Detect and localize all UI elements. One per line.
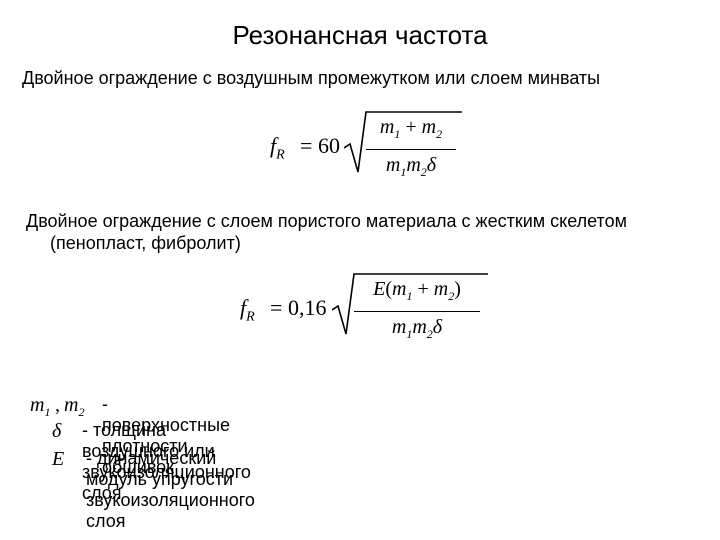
f2-coef: 0,16 xyxy=(288,295,327,321)
f2-numerator: E(m1 + m2) xyxy=(354,276,480,309)
f1-radical: m1 + m2 m1m2δ xyxy=(344,106,464,176)
legend-m1-sub: 1 xyxy=(44,405,50,419)
f2-eq: = xyxy=(270,295,282,321)
f2-plus: + xyxy=(417,278,428,300)
legend-comma: , xyxy=(55,394,60,417)
legend-m1-var: m xyxy=(30,394,44,416)
paragraph-1: Двойное ограждение с воздушным промежутк… xyxy=(22,68,600,89)
para2-line1: Двойное ограждение с слоем пористого мат… xyxy=(26,211,627,231)
f1-denominator: m1m2δ xyxy=(366,152,456,185)
formula-1: fR = 60 m1 + m2 m1m2δ xyxy=(270,106,470,186)
f1-num-s1: 1 xyxy=(394,127,400,141)
legend-E: E xyxy=(52,448,64,471)
legend-m2-var: m xyxy=(64,394,78,416)
slide: Резонансная частота Двойное ограждение с… xyxy=(0,0,720,540)
f1-sub: R xyxy=(276,147,285,162)
f2-lhs: fR xyxy=(240,295,255,325)
f1-fraction-bar xyxy=(366,149,456,150)
legend-m2: m2 xyxy=(64,394,84,420)
f1-delta: δ xyxy=(427,154,436,176)
f1-plus: + xyxy=(405,116,416,138)
f2-den-m2: m xyxy=(412,316,426,338)
f2-num-m1: m xyxy=(392,278,406,300)
f2-sub: R xyxy=(246,309,255,324)
f2-fraction: E(m1 + m2) m1m2δ xyxy=(354,276,480,347)
f1-eq: = xyxy=(300,133,312,159)
f2-denominator: m1m2δ xyxy=(354,314,480,347)
f1-lhs: fR xyxy=(270,133,285,163)
f1-numerator: m1 + m2 xyxy=(366,114,456,147)
f2-fraction-bar xyxy=(354,311,480,312)
f1-den-m2: m xyxy=(406,154,420,176)
page-title: Резонансная частота xyxy=(0,20,720,51)
legend-text-3: - динамический модуль упругости звукоизо… xyxy=(86,448,255,532)
f1-coef: 60 xyxy=(318,133,340,159)
para2-line2: (пенопласт, фибролит) xyxy=(50,232,627,254)
f1-fraction: m1 + m2 m1m2δ xyxy=(366,114,456,185)
f1-num-m2: m xyxy=(422,116,436,138)
f1-den-m1: m xyxy=(386,154,400,176)
f2-num-s1: 1 xyxy=(406,289,412,303)
f2-E: E xyxy=(373,278,385,300)
f1-num-m1: m xyxy=(380,116,394,138)
legend-delta: δ xyxy=(52,420,61,443)
paragraph-2: Двойное ограждение с слоем пористого мат… xyxy=(26,210,627,254)
formula-2: fR = 0,16 E(m1 + m2) m1m2δ xyxy=(240,268,500,348)
f1-num-s2: 2 xyxy=(436,127,442,141)
f2-den-m1: m xyxy=(392,316,406,338)
f2-delta: δ xyxy=(433,316,442,338)
f2-radical: E(m1 + m2) m1m2δ xyxy=(332,268,492,338)
f2-rparen: ) xyxy=(454,278,461,300)
legend-m2-sub: 2 xyxy=(78,405,84,419)
f2-lparen: ( xyxy=(385,278,392,300)
f2-num-m2: m xyxy=(434,278,448,300)
legend-m1: m1 xyxy=(30,394,50,420)
